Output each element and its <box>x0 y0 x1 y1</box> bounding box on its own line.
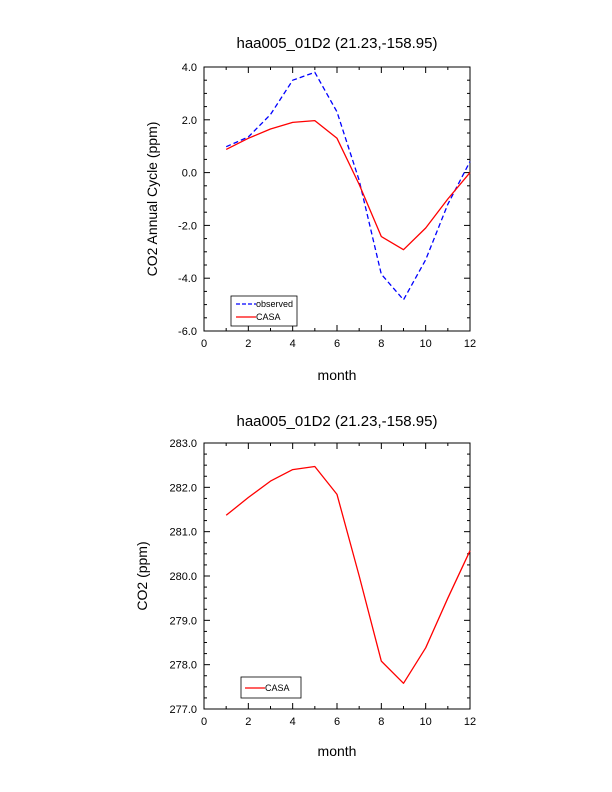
y-tick-label: 4.0 <box>182 62 197 74</box>
y-tick-label: 280.0 <box>169 571 197 583</box>
chart-panel-co2: haa005_01D2 (21.23,-158.95) month CO2 (p… <box>134 413 476 759</box>
y-tick-label: 0.0 <box>182 168 197 180</box>
y-tick-label: 278.0 <box>169 660 197 672</box>
x-axis-label: month <box>318 743 357 759</box>
x-tick-label: 10 <box>420 716 432 728</box>
chart-title: haa005_01D2 (21.23,-158.95) <box>237 413 438 430</box>
chart-panel-annual-cycle: haa005_01D2 (21.23,-158.95) month CO2 An… <box>144 35 476 383</box>
x-tick-label: 2 <box>245 716 251 728</box>
legend-label-casa: CASA <box>256 312 281 322</box>
y-axis-label: CO2 Annual Cycle (ppm) <box>144 122 160 277</box>
legend: observed CASA <box>230 295 298 327</box>
series-layer <box>225 465 471 684</box>
x-tick-label: 2 <box>245 338 251 350</box>
y-tick-label: -6.0 <box>178 326 197 338</box>
legend-box <box>240 676 302 699</box>
series-line-observed <box>225 71 471 301</box>
y-tick-label: 279.0 <box>169 615 197 627</box>
y-tick-label: -4.0 <box>178 273 197 285</box>
y-tick-label: 2.0 <box>182 115 197 127</box>
series-line-casa <box>225 465 471 684</box>
x-tick-label: 12 <box>464 338 476 350</box>
x-tick-label: 6 <box>334 338 340 350</box>
y-axis-label: CO2 (ppm) <box>134 541 150 610</box>
chart-title: haa005_01D2 (21.23,-158.95) <box>237 35 438 52</box>
axis-ticks: 0 2 4 6 8 10 12 -6.0 -4.0 -2.0 0.0 2.0 4.0 <box>178 62 476 350</box>
legend-box <box>230 295 298 327</box>
y-tick-label: 281.0 <box>169 527 197 539</box>
x-tick-label: 4 <box>290 716 296 728</box>
x-tick-label: 12 <box>464 716 476 728</box>
x-tick-label: 0 <box>201 716 207 728</box>
y-tick-label: 283.0 <box>169 438 197 450</box>
legend-label-observed: observed <box>256 299 293 309</box>
x-tick-label: 8 <box>378 338 384 350</box>
legend: CASA <box>240 676 302 699</box>
x-tick-label: 6 <box>334 716 340 728</box>
legend-label-casa: CASA <box>265 683 290 693</box>
axis-ticks: 0 2 4 6 8 10 12 277.0 278.0 279.0 280.0 281.0 282.0 2… <box>169 438 476 728</box>
x-tick-label: 4 <box>290 338 296 350</box>
y-tick-label: 282.0 <box>169 482 197 494</box>
x-axis-label: month <box>318 367 357 383</box>
x-tick-label: 0 <box>201 338 207 350</box>
x-tick-label: 10 <box>420 338 432 350</box>
y-tick-label: -2.0 <box>178 220 197 232</box>
series-line-casa <box>225 119 471 251</box>
series-layer <box>225 71 471 301</box>
y-tick-label: 277.0 <box>169 704 197 716</box>
x-tick-label: 8 <box>378 716 384 728</box>
